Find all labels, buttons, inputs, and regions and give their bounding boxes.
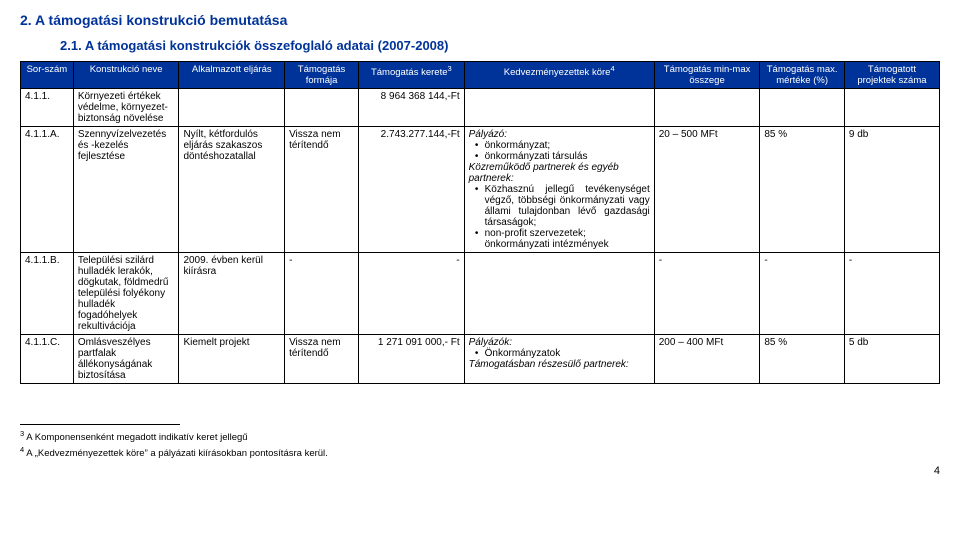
bullet-icon: • bbox=[469, 140, 485, 151]
cell bbox=[760, 89, 845, 127]
cell bbox=[654, 89, 760, 127]
col-elj: Alkalmazott eljárás bbox=[179, 62, 285, 89]
kedv-head: Pályázók: bbox=[469, 337, 650, 348]
cell-min: 200 – 400 MFt bbox=[654, 335, 760, 384]
cell-proj: 9 db bbox=[844, 127, 939, 253]
cell-kedv: Pályázó: •önkormányzat; •önkormányzati t… bbox=[464, 127, 654, 253]
cell bbox=[179, 89, 285, 127]
bullet-icon: • bbox=[469, 151, 485, 162]
cell-nev: Települési szilárd hulladék lerakók, dög… bbox=[73, 253, 179, 335]
cell-mert: 85 % bbox=[760, 335, 845, 384]
table-row: 4.1.1.A. Szennyvízelvezetés és -kezelés … bbox=[21, 127, 940, 253]
cell bbox=[285, 89, 359, 127]
table-header-row: Sor-szám Konstrukció neve Alkalmazott el… bbox=[21, 62, 940, 89]
footnote-3: 3 A Komponensenként megadott indikatív k… bbox=[20, 429, 940, 443]
cell-mert: 85 % bbox=[760, 127, 845, 253]
footnote-4: 4 A „Kedvezményezettek köre” a pályázati… bbox=[20, 445, 940, 459]
cell-sor: 4.1.1. bbox=[21, 89, 74, 127]
cell-elj: Nyílt, kétfordulós eljárás szakaszos dön… bbox=[179, 127, 285, 253]
kedv-sub: Támogatásban részesülő partnerek: bbox=[469, 359, 650, 370]
col-form: Támogatás formája bbox=[285, 62, 359, 89]
cell-kedv: Pályázók: •Önkormányzatok Támogatásban r… bbox=[464, 335, 654, 384]
kedv-head: Pályázó: bbox=[469, 129, 650, 140]
cell bbox=[844, 89, 939, 127]
cell-keret: 2.743.277.144,-Ft bbox=[359, 127, 465, 253]
bullet-text: Közhasznú jellegű tevékenységet végző, t… bbox=[485, 184, 650, 228]
cell-elj: Kiemelt projekt bbox=[179, 335, 285, 384]
cell-keret: 1 271 091 000,- Ft bbox=[359, 335, 465, 384]
cell-mert: - bbox=[760, 253, 845, 335]
cell-form: - bbox=[285, 253, 359, 335]
col-kedv: Kedvezményezettek köre4 bbox=[464, 62, 654, 89]
bullet-text: önkormányzati társulás bbox=[485, 151, 650, 162]
table-row: 4.1.1. Környezeti értékek védelme, körny… bbox=[21, 89, 940, 127]
table-row: 4.1.1.C. Omlásveszélyes partfalak álléko… bbox=[21, 335, 940, 384]
col-min: Támogatás min-max összege bbox=[654, 62, 760, 89]
cell-sor: 4.1.1.C. bbox=[21, 335, 74, 384]
footnote-rule bbox=[20, 424, 180, 425]
cell-form: Vissza nem térítendő bbox=[285, 335, 359, 384]
cell-min: 20 – 500 MFt bbox=[654, 127, 760, 253]
col-sor: Sor-szám bbox=[21, 62, 74, 89]
heading-main: 2. A támogatási konstrukció bemutatása bbox=[20, 12, 940, 28]
cell-nev: Környezeti értékek védelme, környezet-bi… bbox=[73, 89, 179, 127]
cell-proj: - bbox=[844, 253, 939, 335]
cell-form: Vissza nem térítendő bbox=[285, 127, 359, 253]
kedv-sub: Közreműködő partnerek és egyéb partnerek… bbox=[469, 162, 650, 184]
cell-elj: 2009. évben kerül kiírásra bbox=[179, 253, 285, 335]
bullet-text: önkormányzat; bbox=[485, 140, 650, 151]
cell-sor: 4.1.1.A. bbox=[21, 127, 74, 253]
cell-nev: Szennyvízelvezetés és -kezelés fejleszté… bbox=[73, 127, 179, 253]
bullet-icon: • bbox=[469, 184, 485, 195]
bullet-text: non-profit szervezetek; önkormányzati in… bbox=[485, 228, 650, 250]
cell-kedv bbox=[464, 253, 654, 335]
table-row: 4.1.1.B. Települési szilárd hulladék ler… bbox=[21, 253, 940, 335]
col-mert: Támogatás max. mértéke (%) bbox=[760, 62, 845, 89]
col-keret: Támogatás kerete3 bbox=[359, 62, 465, 89]
bullet-text: Önkormányzatok bbox=[485, 348, 650, 359]
cell-proj: 5 db bbox=[844, 335, 939, 384]
cell-keret: - bbox=[359, 253, 465, 335]
footnotes: 3 A Komponensenként megadott indikatív k… bbox=[20, 424, 940, 459]
main-table: Sor-szám Konstrukció neve Alkalmazott el… bbox=[20, 61, 940, 384]
heading-sub: 2.1. A támogatási konstrukciók összefogl… bbox=[60, 38, 940, 53]
bullet-icon: • bbox=[469, 228, 485, 239]
cell-min: - bbox=[654, 253, 760, 335]
cell-keret: 8 964 368 144,-Ft bbox=[359, 89, 465, 127]
col-proj: Támogatott projektek száma bbox=[844, 62, 939, 89]
page-number: 4 bbox=[20, 465, 940, 477]
cell-nev: Omlásveszélyes partfalak állékonyságának… bbox=[73, 335, 179, 384]
cell-sor: 4.1.1.B. bbox=[21, 253, 74, 335]
cell bbox=[464, 89, 654, 127]
col-nev: Konstrukció neve bbox=[73, 62, 179, 89]
bullet-icon: • bbox=[469, 348, 485, 359]
